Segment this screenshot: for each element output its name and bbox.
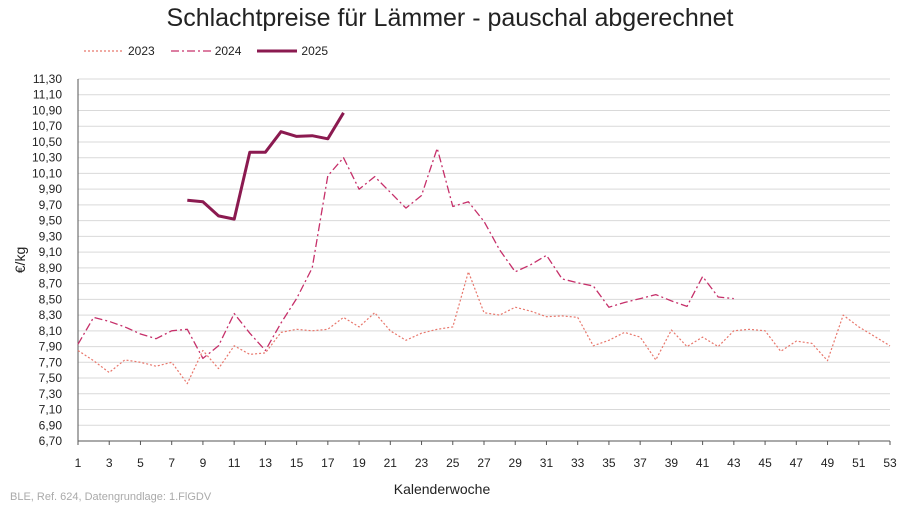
x-tick-label: 7 — [168, 456, 175, 470]
y-tick-label: 8,90 — [39, 261, 63, 275]
series-lines — [77, 112, 891, 385]
x-tick-label: 43 — [727, 456, 741, 470]
legend-swatch-2023 — [84, 50, 124, 52]
y-tick-label: 10,90 — [32, 103, 62, 117]
x-tick-label: 25 — [446, 456, 460, 470]
series-line-2023 — [77, 271, 891, 385]
y-tick-label: 9,90 — [39, 182, 63, 196]
x-tick-label: 53 — [883, 456, 897, 470]
x-tick-label: 49 — [821, 456, 835, 470]
y-tick-label: 9,50 — [39, 214, 63, 228]
y-tick-label: 7,70 — [39, 355, 63, 369]
y-axis-label: €/kg — [12, 247, 28, 273]
x-tick-label: 45 — [758, 456, 772, 470]
series-line-2024 — [77, 147, 734, 360]
chart-title: Schlachtpreise für Lämmer - pauschal abg… — [166, 4, 734, 32]
y-tick-label: 9,30 — [39, 229, 63, 243]
y-tick-label: 10,70 — [32, 119, 62, 133]
series-line-2025 — [187, 112, 345, 221]
y-tick-label: 8,70 — [39, 277, 63, 291]
y-tick-label: 7,30 — [39, 387, 63, 401]
legend-label-2025: 2025 — [301, 44, 329, 58]
x-tick-label: 47 — [790, 456, 804, 470]
x-tick-label: 39 — [665, 456, 679, 470]
y-tick-label: 8,10 — [39, 324, 63, 338]
x-tick-label: 37 — [633, 456, 647, 470]
legend-item-2024: 2024 — [170, 44, 242, 58]
x-tick-label: 29 — [509, 456, 523, 470]
legend-label-2024: 2024 — [214, 44, 242, 58]
y-tick-label: 10,10 — [32, 166, 62, 180]
x-tick-label: 13 — [259, 456, 273, 470]
x-tick-label: 33 — [571, 456, 585, 470]
x-tick-label: 51 — [852, 456, 866, 470]
y-tick-label: 11,30 — [33, 72, 62, 86]
y-tick-label: 11,10 — [33, 88, 62, 102]
grid-lines — [78, 78, 890, 442]
legend-item-2025: 2025 — [257, 44, 328, 58]
x-tick-label: 21 — [384, 456, 398, 470]
x-tick-label: 9 — [200, 456, 207, 470]
x-tick-labels: 1 3 5 7 9 11 13 15 17 19 21 23 25 27 29 31 33 35 37 39 41 43 4… — [75, 456, 897, 470]
x-tick-label: 31 — [540, 456, 554, 470]
x-tick-label: 19 — [352, 456, 366, 470]
legend: 2023 2024 2025 — [84, 44, 328, 58]
x-tick-label: 3 — [106, 456, 113, 470]
x-tick-label: 5 — [137, 456, 144, 470]
source-note: BLE, Ref. 624, Datengrundlage: 1.FlGDV — [10, 491, 212, 503]
y-tick-label: 7,50 — [39, 371, 63, 385]
legend-swatch-2024 — [170, 50, 211, 52]
y-tick-label: 7,90 — [39, 340, 63, 354]
y-tick-label: 8,30 — [39, 308, 63, 322]
y-tick-label: 6,90 — [39, 418, 63, 432]
x-tick-label: 23 — [415, 456, 429, 470]
x-tick-label: 27 — [477, 456, 491, 470]
y-tick-label: 9,10 — [39, 245, 63, 259]
y-tick-label: 8,50 — [39, 292, 63, 306]
y-tick-label: 6,70 — [39, 434, 63, 448]
legend-label-2023: 2023 — [128, 44, 155, 58]
x-tick-label: 17 — [321, 456, 335, 470]
x-tick-label: 11 — [228, 456, 241, 470]
x-tick-label: 15 — [290, 456, 304, 470]
legend-swatch-2025 — [257, 49, 298, 53]
y-tick-label: 9,70 — [39, 198, 63, 212]
x-tick-label: 1 — [75, 456, 82, 470]
x-tick-label: 41 — [696, 456, 710, 470]
y-tick-label: 7,10 — [39, 403, 63, 417]
legend-item-2023: 2023 — [84, 44, 155, 58]
axes — [77, 79, 891, 445]
x-axis-label: Kalenderwoche — [394, 481, 491, 497]
y-tick-label: 10,30 — [32, 151, 62, 165]
x-tick-label: 35 — [602, 456, 616, 470]
y-tick-label: 10,50 — [32, 135, 62, 149]
